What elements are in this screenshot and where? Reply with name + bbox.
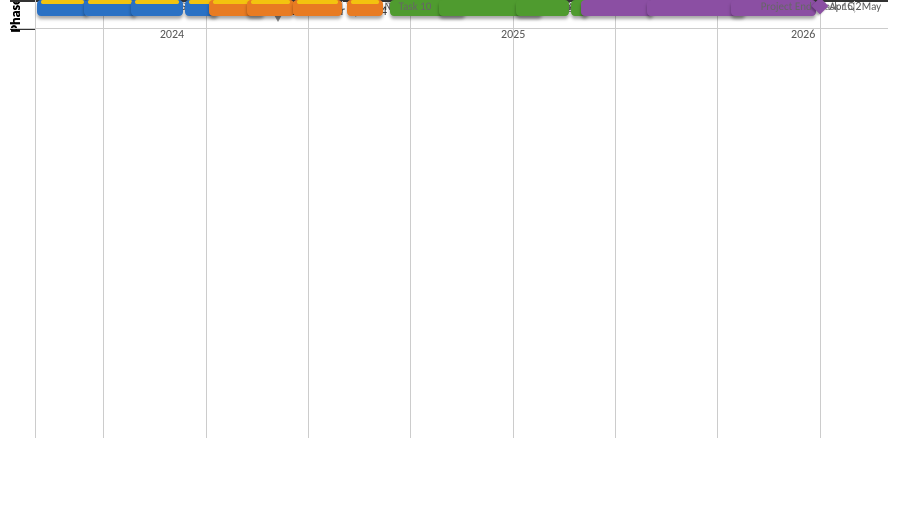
quarter-gridline: [103, 0, 104, 438]
header-hline: [10, 28, 888, 29]
task-label: Task 10: [373, 0, 431, 13]
year-cell: 2026: [717, 28, 888, 42]
quarter-gridline: [615, 0, 616, 438]
quarter-gridline: [410, 0, 411, 438]
task-bar: [516, 0, 569, 16]
quarter-gridline: [206, 0, 207, 438]
task-bar: [581, 0, 653, 16]
year-cell: 2024: [35, 28, 308, 42]
task-stripe: [88, 0, 131, 4]
quarter-gridline: [820, 0, 821, 438]
gantt-chart: Phase 1Phase 2Phase 3Phase 4202420252026…: [0, 0, 900, 522]
task-stripe: [41, 0, 84, 4]
task-stripe: [135, 0, 180, 4]
task-stripe: [251, 0, 291, 4]
task-stripe: [297, 0, 338, 4]
phase-label: Phase 4: [5, 0, 25, 20]
quarter-gridline: [35, 0, 36, 438]
month-cell: May: [854, 0, 888, 13]
milestone-label: Project End: [740, 0, 812, 13]
quarter-gridline: [717, 0, 718, 438]
quarter-gridline: [308, 0, 309, 438]
phase-bg: [35, 0, 888, 108]
quarter-gridline: [513, 0, 514, 438]
